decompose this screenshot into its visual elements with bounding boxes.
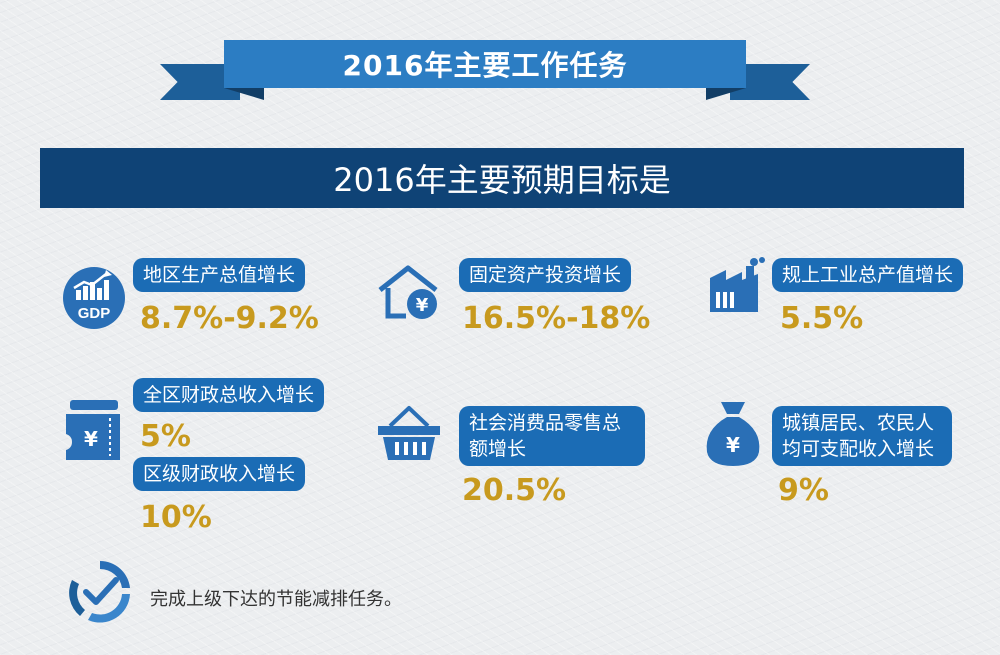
fiscal-ticket-icon: ¥: [62, 398, 124, 464]
income-value: 9%: [778, 473, 829, 508]
house-yen-icon-text: ¥: [416, 295, 429, 316]
retail-label: 社会消费品零售总额增长: [459, 406, 645, 466]
money-bag-icon: ¥: [704, 400, 762, 468]
footer-text: 完成上级下达的节能减排任务。: [150, 589, 402, 610]
title-ribbon: 2016年主要工作任务: [160, 40, 810, 100]
fiscal-icon-text: ¥: [84, 427, 98, 451]
retail-value: 20.5%: [462, 473, 567, 508]
ribbon-title: 2016年主要工作任务: [224, 40, 746, 88]
header-bar: 2016年主要预期目标是: [40, 148, 964, 208]
factory-icon: [708, 256, 772, 316]
industry-value: 5.5%: [780, 301, 864, 336]
fiscal-total-label: 全区财政总收入增长: [133, 378, 325, 412]
money-bag-icon-text: ¥: [726, 433, 740, 457]
industry-label: 规上工业总产值增长: [772, 258, 964, 292]
gdp-icon: GDP: [62, 266, 126, 330]
fixed-assets-value: 16.5%-18%: [462, 301, 651, 336]
income-label: 城镇居民、农民人均可支配收入增长: [772, 406, 952, 466]
house-yen-icon: ¥: [376, 264, 446, 322]
fiscal-district-value: 10%: [140, 500, 212, 535]
shopping-basket-icon: [376, 404, 442, 462]
fixed-assets-label: 固定资产投资增长: [459, 258, 632, 292]
gdp-label: 地区生产总值增长: [133, 258, 306, 292]
gdp-value: 8.7%-9.2%: [140, 301, 319, 336]
recycle-check-icon: [64, 558, 136, 624]
fiscal-total-value: 5%: [140, 419, 191, 454]
fiscal-district-label: 区级财政收入增长: [133, 457, 306, 491]
gdp-icon-text: GDP: [78, 305, 111, 322]
